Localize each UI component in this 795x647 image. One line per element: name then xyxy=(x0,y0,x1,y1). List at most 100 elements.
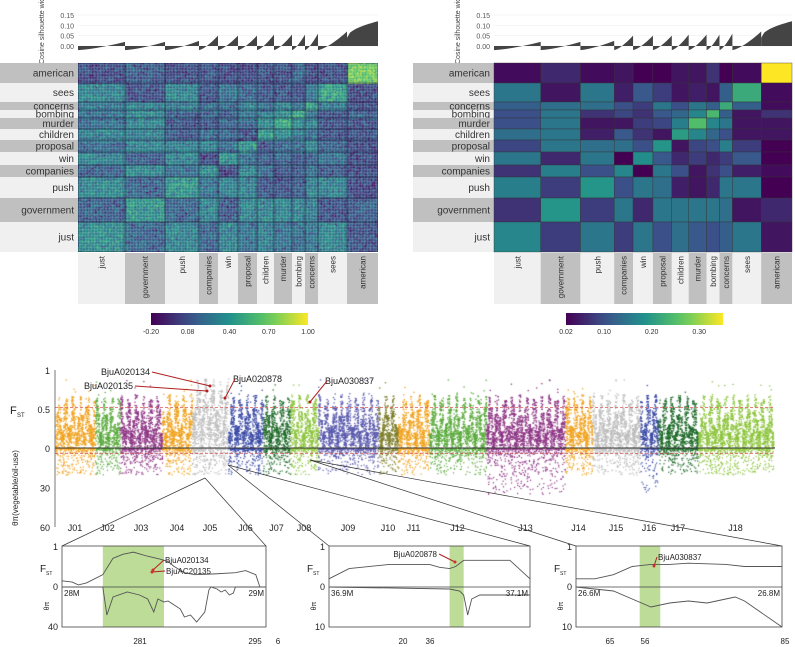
gene-annotation: BjuA020134 xyxy=(101,367,150,377)
row-label-band xyxy=(0,152,78,165)
heatmap-cell xyxy=(671,117,689,130)
row-label-band xyxy=(0,222,78,252)
heatmap-cell xyxy=(613,128,634,141)
heatmap-cell xyxy=(671,221,689,253)
chromosome-label: J11 xyxy=(407,523,421,533)
heatmap-cell xyxy=(706,101,720,111)
column-label-band xyxy=(732,253,762,304)
row-label-band xyxy=(413,165,494,177)
silhouette-bar-cluster xyxy=(652,35,672,51)
column-label-band xyxy=(292,253,305,304)
heatmap-cell xyxy=(671,139,689,153)
callout-arrow xyxy=(438,553,456,563)
row-label-band xyxy=(413,63,494,83)
y-tick-label: 1 xyxy=(320,542,325,552)
heatmap-cell xyxy=(688,62,707,84)
row-label-band xyxy=(413,83,494,102)
x-start-label: 36.9M xyxy=(331,589,354,598)
heatmap-cell xyxy=(719,128,733,141)
heatmap-cell xyxy=(688,109,707,119)
bottom-label: 56 xyxy=(641,637,650,646)
heatmap-cell xyxy=(580,128,615,141)
heatmap-cell xyxy=(613,109,634,119)
column-label-band xyxy=(719,253,733,304)
heatmap-cell xyxy=(706,117,720,130)
y-tick-label: 40 xyxy=(48,622,58,632)
chromosome-label: J08 xyxy=(297,523,312,533)
heatmap-cell xyxy=(671,62,689,84)
heatmap-cell xyxy=(688,164,707,178)
heatmap-cell xyxy=(540,197,581,223)
silhouette-bar-cluster xyxy=(633,35,653,51)
heatmap-cell xyxy=(580,139,615,153)
silhouette-bar-cluster xyxy=(732,31,762,51)
colorbar-tick: 0.30 xyxy=(692,329,706,336)
column-label: proposal xyxy=(658,256,667,287)
heatmap-cell xyxy=(613,117,634,130)
row-label: government xyxy=(437,206,490,217)
zoom-connector-line xyxy=(309,459,783,547)
colorbar-tick: 0.08 xyxy=(181,329,195,336)
column-label: bombing xyxy=(295,256,304,287)
y-tick-label: 10 xyxy=(315,622,325,632)
column-label-band xyxy=(633,253,653,304)
chromosome-label: J13 xyxy=(518,523,533,533)
silhouette-bar-cluster xyxy=(540,41,581,51)
y-tick-label: 1 xyxy=(45,366,50,376)
heatmap-cell xyxy=(671,128,689,141)
heatmap-cell xyxy=(652,197,673,223)
callout-point xyxy=(150,570,154,574)
silhouette-bar-cluster xyxy=(292,34,305,51)
column-label-band xyxy=(706,253,720,304)
heatmap-cell xyxy=(732,82,762,103)
chromosome-label: J18 xyxy=(728,523,743,533)
pi-line xyxy=(328,586,530,616)
zoom-panel-frame xyxy=(328,545,531,628)
arrow-head xyxy=(308,400,312,404)
silhouette-bar-cluster xyxy=(706,34,720,51)
heatmap-cell xyxy=(719,101,733,111)
column-label: win xyxy=(639,256,648,269)
row-label-band xyxy=(413,222,494,252)
column-label: children xyxy=(262,256,271,284)
heatmap-cell xyxy=(540,117,581,130)
heatmap-cell xyxy=(652,62,673,84)
heatmap-cell xyxy=(632,176,654,199)
row-label-band xyxy=(413,110,494,118)
heatmap-cell xyxy=(652,151,673,166)
annotation-arrow xyxy=(151,371,211,387)
zoom-connector-line xyxy=(204,477,267,547)
row-label: concerns xyxy=(33,102,74,113)
heatmap-cell xyxy=(688,139,707,153)
y-tick-label: 0.5 xyxy=(37,405,50,415)
x-end-label: 26.8M xyxy=(758,589,781,598)
row-label: win xyxy=(58,154,74,165)
zoom-connector-line xyxy=(309,459,577,547)
heatmap-cell xyxy=(688,128,707,141)
heatmap-cell xyxy=(652,117,673,130)
silhouette-axis-label: Cosine silhouette width xyxy=(39,0,46,64)
column-label-band xyxy=(165,253,199,304)
y-tick-label: 1 xyxy=(567,542,572,552)
row-label: sees xyxy=(469,88,490,99)
heatmap-cell xyxy=(580,221,615,253)
heatmap-cell xyxy=(540,139,581,153)
heatmap-cell xyxy=(719,82,733,103)
heatmap-cell xyxy=(761,221,793,253)
column-label: just xyxy=(513,255,522,269)
silhouette-bar-cluster xyxy=(318,31,347,51)
heatmap-cell xyxy=(613,221,634,253)
silhouette-bar-cluster xyxy=(347,21,378,46)
heatmap-cell xyxy=(632,221,654,253)
column-label: companies xyxy=(620,256,629,295)
heatmap-cell xyxy=(613,164,634,178)
heatmap-cell xyxy=(732,164,762,178)
heatmap-cell xyxy=(540,101,581,111)
silhouette-bar-cluster xyxy=(238,35,257,51)
y-axis-label-fst: F xyxy=(10,405,17,417)
annotation-arrow xyxy=(224,378,236,399)
silhouette-bar-cluster xyxy=(274,34,292,51)
row-label: murder xyxy=(458,119,490,130)
heatmap-cell xyxy=(719,139,733,153)
zoom-connector-line xyxy=(227,464,531,547)
